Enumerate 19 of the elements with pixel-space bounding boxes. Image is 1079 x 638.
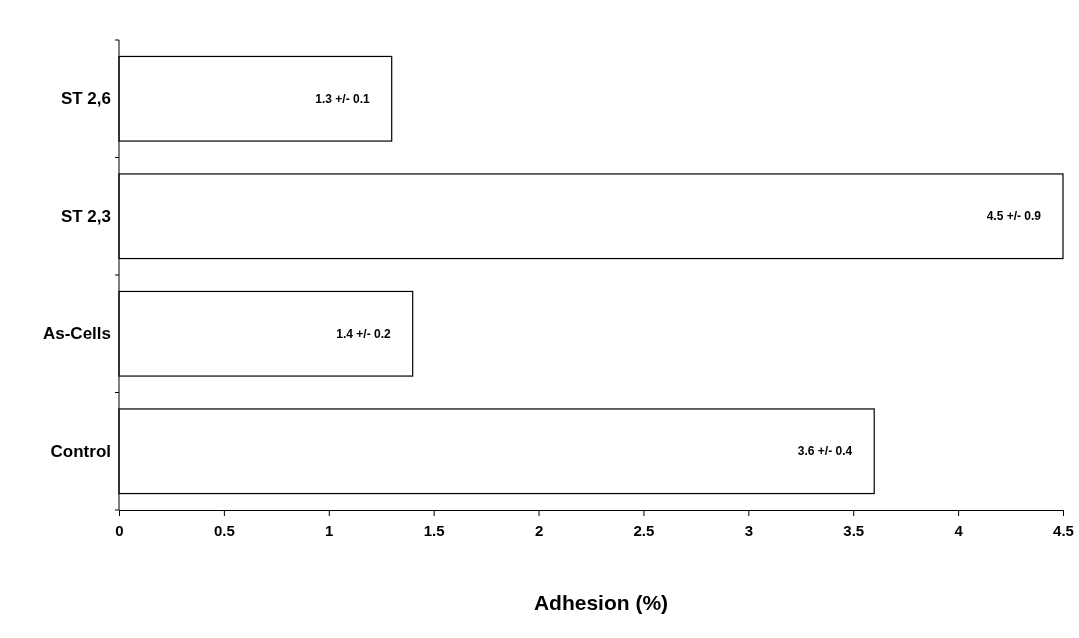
- data-label: 1.3 +/- 0.1: [315, 91, 371, 106]
- x-tick-label: 1: [325, 521, 334, 539]
- y-tick-label: ST 2,3: [60, 206, 111, 226]
- y-tick-label: ST 2,6: [60, 89, 111, 109]
- x-tick-label: 2: [534, 521, 544, 539]
- x-tick-label: 3.5: [843, 521, 865, 539]
- x-tick-label: 3: [744, 521, 754, 539]
- y-tick-label: As-Cells: [42, 324, 111, 344]
- x-tick-label: 4.5: [1053, 521, 1074, 539]
- x-tick-label: 0.5: [213, 521, 235, 539]
- data-label: 3.6 +/- 0.4: [797, 444, 853, 459]
- data-label: 4.5 +/- 0.9: [986, 209, 1042, 224]
- x-axis-title: Adhesion (%): [533, 591, 669, 614]
- data-label: 1.4 +/- 0.2: [336, 326, 392, 341]
- y-tick-label: Control: [50, 441, 111, 461]
- x-tick-label: 0: [115, 521, 124, 539]
- x-tick-label: 1.5: [423, 521, 445, 539]
- x-tick-label: 4: [954, 521, 964, 539]
- x-tick-label: 2.5: [633, 521, 655, 539]
